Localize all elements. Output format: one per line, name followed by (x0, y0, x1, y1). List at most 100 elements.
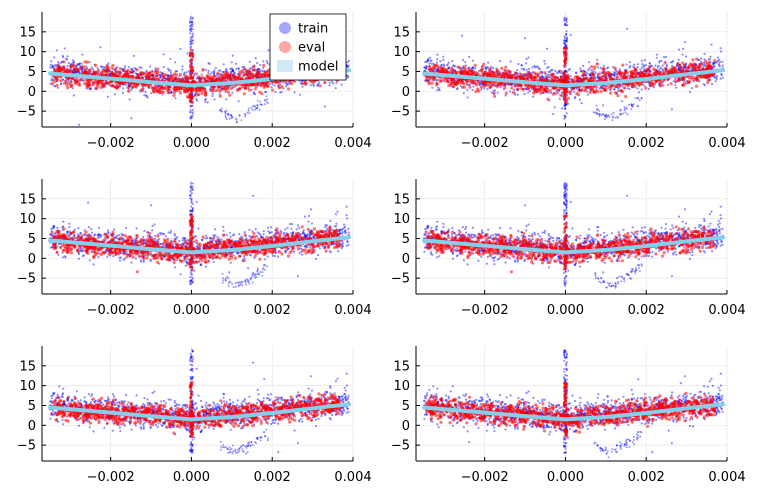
eval-point (613, 91, 618, 95)
train-point (630, 108, 633, 111)
train-point (299, 81, 302, 85)
eval-point (66, 77, 70, 81)
train-point (77, 63, 81, 66)
train-point (592, 70, 595, 73)
train-point (225, 109, 228, 112)
train-point (78, 62, 81, 65)
train-point (520, 64, 523, 67)
train-point (557, 91, 560, 94)
train-point (62, 56, 65, 59)
train-point (259, 63, 262, 67)
train-point (619, 113, 622, 116)
eval-point (123, 73, 127, 77)
train-point (187, 70, 190, 73)
train-point (600, 71, 603, 74)
train-point (564, 115, 567, 118)
eval-point (246, 69, 250, 73)
eval-point (592, 90, 596, 94)
train-point (670, 108, 674, 111)
eval-point (110, 84, 115, 88)
eval-point (69, 64, 73, 68)
train-point (63, 47, 66, 50)
train-point (108, 72, 111, 75)
train-point (637, 97, 640, 100)
eval-point (590, 65, 594, 69)
train-point (430, 59, 433, 62)
train-point (189, 115, 192, 118)
eval-point (127, 84, 131, 88)
eval-point (152, 87, 156, 91)
train-point (461, 59, 464, 62)
train-point (565, 24, 568, 27)
train-point (78, 62, 82, 65)
train-point (574, 96, 577, 99)
train-point (192, 16, 194, 19)
eval-point (277, 86, 282, 90)
train-point (271, 83, 274, 86)
train-point (644, 64, 647, 67)
train-point (286, 83, 289, 86)
train-point (711, 83, 714, 86)
legend-swatch (277, 60, 293, 72)
eval-point (189, 65, 193, 69)
train-point (658, 59, 661, 63)
train-point (713, 65, 716, 68)
train-point (191, 34, 194, 37)
train-point (224, 114, 227, 117)
train-point (636, 97, 639, 100)
train-point (50, 79, 53, 82)
train-point (491, 67, 495, 70)
train-point (99, 46, 102, 49)
train-point (189, 111, 192, 113)
eval-point (62, 81, 66, 85)
legend-label-model: model (298, 60, 338, 75)
train-point (484, 68, 488, 71)
train-point (564, 18, 567, 21)
train-point (602, 104, 605, 107)
eval-point (189, 48, 193, 52)
eval-point (516, 87, 520, 91)
train-point (273, 84, 276, 87)
train-point (247, 107, 250, 110)
train-point (558, 97, 561, 100)
train-point (563, 35, 566, 38)
train-point (328, 81, 331, 84)
train-point (312, 84, 315, 87)
train-point (565, 64, 568, 67)
train-point (51, 64, 54, 67)
train-point (231, 91, 234, 95)
train-point (133, 67, 136, 70)
train-point (89, 88, 92, 91)
train-point (189, 28, 192, 31)
train-point (547, 65, 550, 69)
train-point (672, 59, 675, 63)
train-point (563, 104, 566, 107)
eval-point (63, 67, 68, 71)
eval-point (183, 74, 187, 78)
train-point (647, 87, 651, 91)
train-point (207, 62, 210, 65)
x-tick-label: 0.004 (334, 136, 371, 151)
train-point (516, 72, 520, 75)
train-point (573, 90, 576, 93)
train-point (346, 65, 349, 69)
eval-point (237, 75, 241, 79)
train-point (703, 84, 707, 87)
train-point (564, 37, 567, 40)
train-point (713, 75, 716, 78)
train-point (204, 100, 207, 103)
train-point (161, 93, 164, 96)
train-point (596, 75, 599, 79)
train-point (582, 64, 585, 67)
train-point (231, 69, 234, 72)
train-point (640, 88, 643, 91)
train-point (181, 68, 184, 71)
train-point (709, 58, 712, 61)
train-point (622, 112, 625, 115)
eval-point (273, 80, 277, 84)
train-point (597, 112, 600, 115)
eval-point (663, 61, 667, 65)
train-point (716, 74, 719, 78)
train-point (698, 58, 701, 62)
eval-point (166, 89, 170, 93)
